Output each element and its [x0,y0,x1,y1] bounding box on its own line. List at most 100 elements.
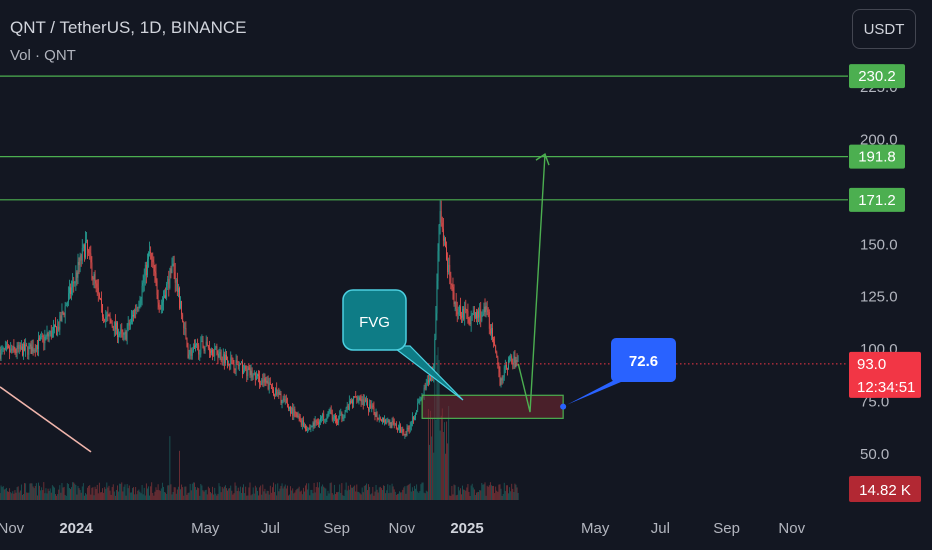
projection-path[interactable] [517,154,546,413]
candle [478,307,480,323]
volume-bar [384,485,386,500]
candle [503,365,505,381]
volume-bar [424,493,426,500]
candle [45,334,47,341]
volume-bar [140,493,142,500]
volume-bar [10,492,12,500]
volume-bar [180,489,181,500]
volume-bar [504,491,506,500]
volume-bar [462,485,464,500]
volume-bar [414,485,415,500]
volume-indicator-label[interactable]: Vol · QNT [10,47,76,64]
volume-bar [447,443,449,500]
candle [473,306,475,322]
candle [488,309,490,335]
candle [332,414,334,424]
candle [252,373,254,380]
candle [222,348,224,366]
candle [134,308,136,319]
volume-bar [124,484,126,500]
candle [517,355,519,363]
candle [145,261,147,284]
candle [281,399,283,409]
candle [314,416,316,428]
volume-bar [33,488,35,500]
volume-bar [347,485,349,500]
candle [394,422,396,426]
candle [429,374,430,385]
volume-bar [457,486,459,500]
candle [0,345,2,362]
volume-bar [116,490,117,500]
volume-bar [226,488,227,500]
volume-bar [228,488,230,500]
candle [247,365,249,380]
currency-button[interactable]: USDT [852,9,916,49]
volume-bar [316,482,318,500]
target-callout[interactable]: 72.6 [560,338,676,410]
trend-line[interactable] [0,386,92,453]
candle [178,283,179,298]
volume-bar [420,484,422,500]
volume-bar [143,487,145,500]
candle [23,342,24,360]
candle [53,319,54,338]
volume-bar [515,484,517,500]
candle [44,329,46,351]
candle [391,417,393,429]
candle [356,395,358,404]
volume-bar [168,485,170,500]
candle [343,414,345,422]
level-badge: 230.2 [849,64,905,89]
candle [452,277,454,300]
volume-bar [382,490,383,500]
volume-bar [509,487,511,500]
volume-bar [263,491,265,500]
volume-bar [190,490,192,500]
candle [386,418,388,425]
time-tick-label: May [191,520,220,537]
candle [353,395,355,408]
volume-bar [192,482,194,500]
volume-bar [502,493,504,500]
candle [301,417,303,430]
volume-bar [215,493,217,500]
candle [189,344,191,360]
candle [152,252,154,269]
volume-bar [429,444,430,500]
level-badge: 191.8 [849,144,905,169]
candle [140,296,142,308]
candle [278,387,280,399]
candle [86,231,87,244]
fvg-zone[interactable] [421,394,564,419]
volume-bar [427,408,429,500]
drawings-layer[interactable]: FVG 72.6 [0,153,676,453]
volume-bar [393,489,395,500]
candle [159,304,161,310]
volume-bar [294,492,296,500]
volume-bar [151,482,153,500]
volume-bar [292,488,294,500]
volume-bar [390,492,392,500]
candle [118,328,119,344]
volume-bar [480,490,482,500]
fvg-callout[interactable]: FVG [342,289,464,401]
candle [67,286,69,307]
candle [155,263,157,287]
candle [498,362,500,378]
volume-bar [478,492,480,500]
volume-bar [355,491,357,500]
candle [363,394,365,406]
volume-bar [380,488,382,500]
volume-bar [118,491,120,500]
candle [107,306,109,322]
candle [69,279,70,300]
candle [378,414,380,423]
volume-bar [423,492,425,500]
volume-bar [296,488,298,500]
candle [448,257,450,275]
candle [273,387,274,397]
